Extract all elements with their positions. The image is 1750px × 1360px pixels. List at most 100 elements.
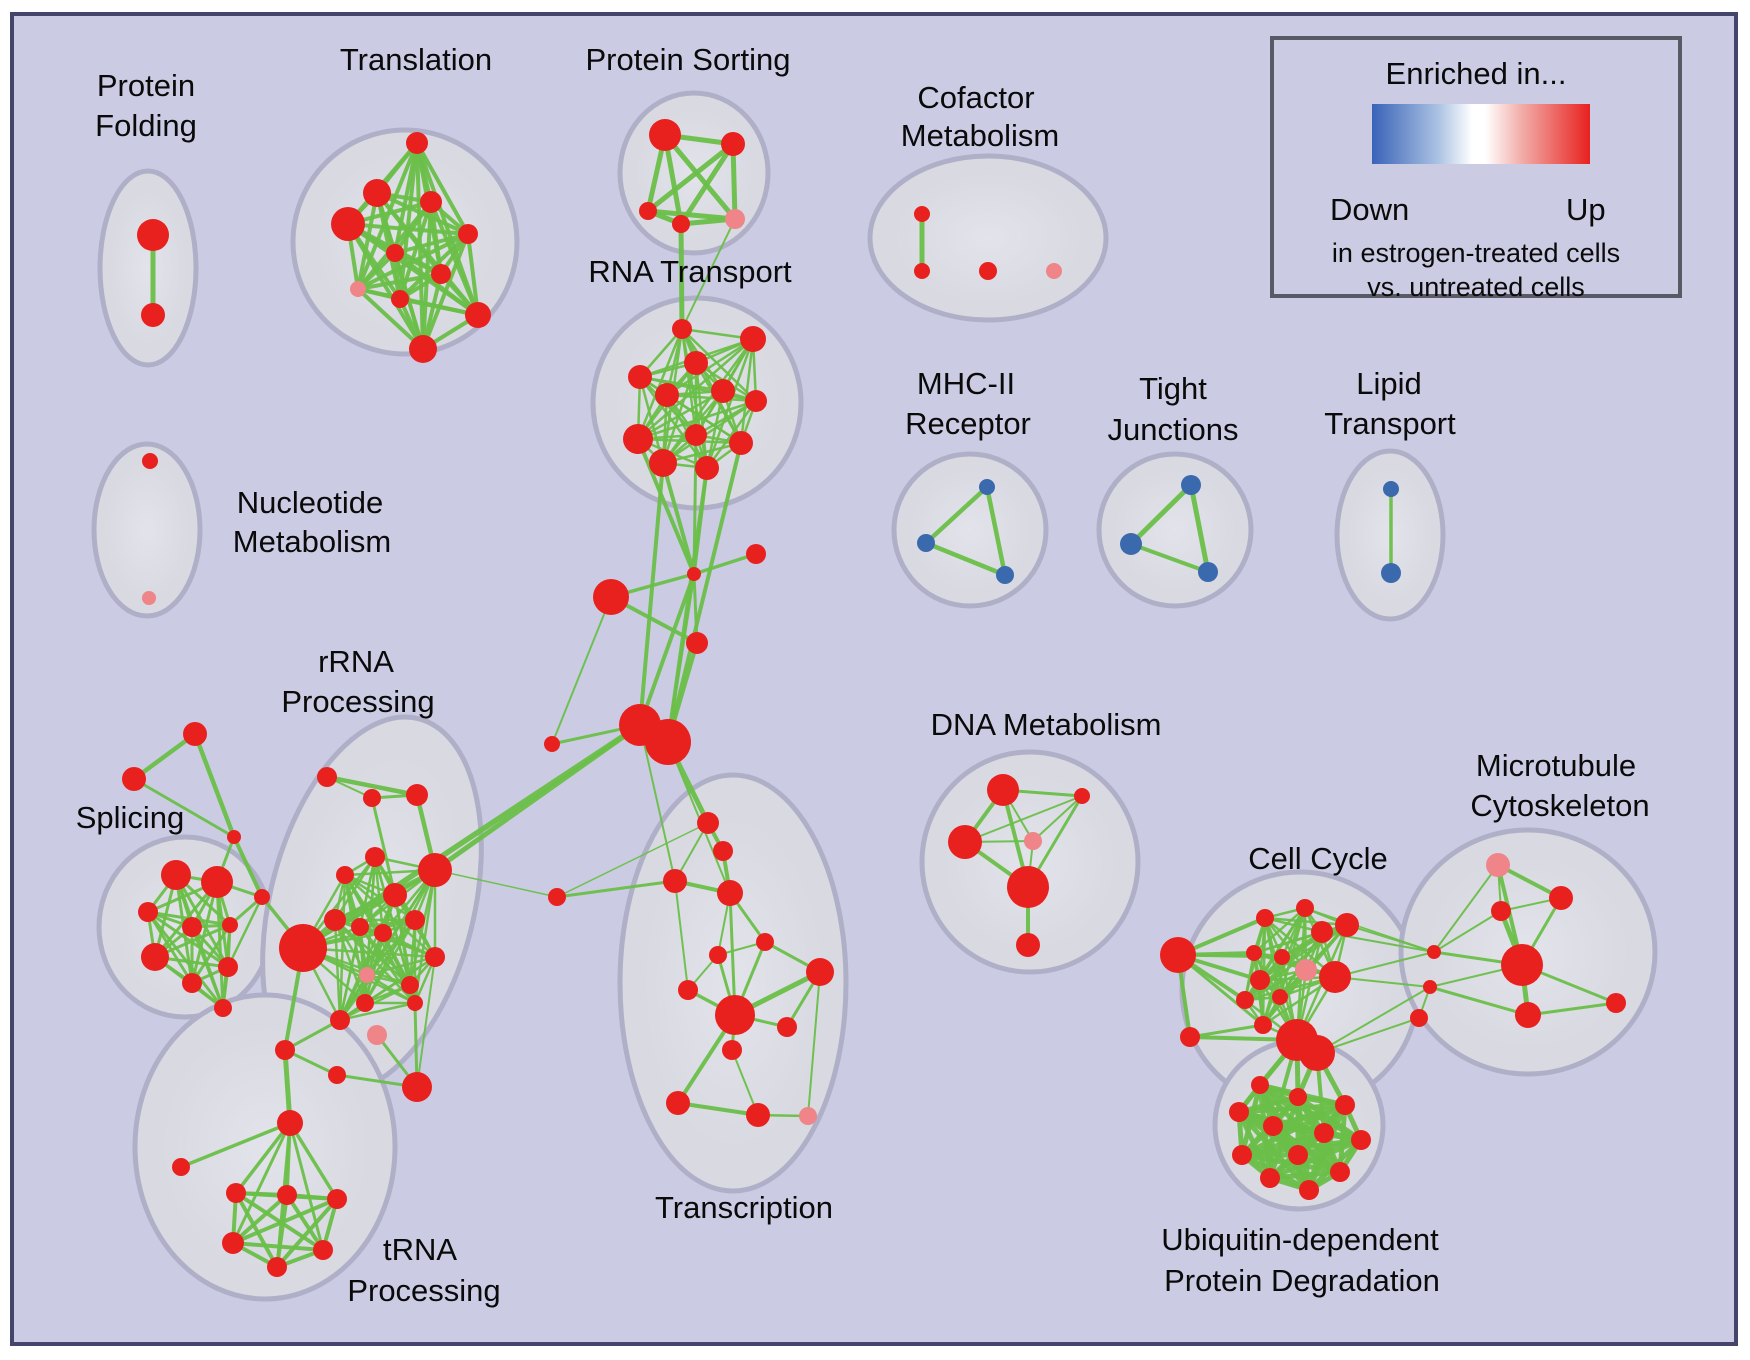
edge-rr12-rr16 bbox=[365, 973, 417, 1005]
node-spc bbox=[254, 889, 270, 905]
edge-sp3-sp8 bbox=[146, 910, 230, 969]
edge-t1-t8 bbox=[356, 141, 419, 291]
node-rr3 bbox=[406, 784, 428, 806]
edge-trh-th3 bbox=[288, 1121, 339, 1201]
cluster-label-protein-folding-line2: Folding bbox=[95, 108, 197, 143]
node-rrhub bbox=[279, 924, 327, 972]
node-th1 bbox=[226, 1183, 246, 1203]
node-sp1 bbox=[161, 860, 191, 890]
edge-rr11-rr17 bbox=[333, 918, 342, 1022]
node-cf3 bbox=[979, 262, 997, 280]
edge-rr11-rr15 bbox=[333, 918, 367, 1005]
node-t7 bbox=[431, 264, 451, 284]
cluster-ellipse-cofactor-metabolism bbox=[867, 153, 1109, 323]
node-cc_l bbox=[1160, 937, 1196, 973]
edge-cc_l-cc10 bbox=[1176, 953, 1265, 1027]
edge-ps5-rt1 bbox=[681, 218, 736, 330]
node-rr16 bbox=[407, 995, 423, 1011]
node-rt6 bbox=[711, 379, 735, 403]
node-txhub bbox=[715, 995, 755, 1035]
node-rt8 bbox=[623, 424, 653, 454]
edge-sp5-sp7 bbox=[190, 923, 232, 985]
node-lp2 bbox=[1381, 563, 1401, 583]
edge-tri1-tri3 bbox=[192, 731, 237, 840]
node-c6 bbox=[548, 888, 566, 906]
node-ps1 bbox=[649, 119, 681, 151]
edge-th2-th5 bbox=[285, 1193, 325, 1252]
node-ch2 bbox=[328, 1066, 346, 1084]
edge-rr10-rr17 bbox=[338, 918, 417, 1022]
edge-ps4-rt1 bbox=[678, 221, 685, 332]
cluster-labels: Protein Folding Translation Protein Sorting… bbox=[76, 42, 1650, 1308]
edge-rt2-rt12 bbox=[705, 337, 755, 470]
node-sp9 bbox=[214, 999, 232, 1017]
node-c1 bbox=[687, 567, 701, 581]
node-ccp bbox=[1295, 959, 1317, 981]
node-cc1 bbox=[1256, 909, 1274, 927]
node-ub1 bbox=[1251, 1076, 1269, 1094]
node-th5 bbox=[313, 1240, 333, 1260]
cluster-label-cell-cycle-line1: Cell Cycle bbox=[1248, 841, 1388, 876]
node-tx11 bbox=[666, 1091, 690, 1115]
node-th3 bbox=[327, 1189, 347, 1209]
edge-rr1-rr3 bbox=[324, 774, 420, 798]
cluster-label-cofactor-metabolism-line2: Metabolism bbox=[901, 118, 1060, 153]
node-chp bbox=[367, 1025, 387, 1045]
edge-ps2-ps4 bbox=[678, 141, 736, 227]
edge-th2-th4 bbox=[231, 1193, 289, 1245]
node-cc11 bbox=[1319, 961, 1351, 993]
node-dn6 bbox=[1016, 933, 1040, 957]
node-cc6 bbox=[1335, 913, 1359, 937]
edge-t5-t10 bbox=[466, 232, 480, 317]
cluster-label-transcription-line1: Transcription bbox=[655, 1190, 833, 1225]
node-tj1 bbox=[1181, 475, 1201, 495]
node-tx6 bbox=[709, 946, 727, 964]
edge-c1-hub1 bbox=[638, 572, 696, 727]
cluster-label-trna-processing-line2: Processing bbox=[347, 1273, 500, 1308]
edge-rt1-rt12 bbox=[680, 327, 709, 470]
node-cc5 bbox=[1311, 921, 1333, 943]
node-dn4 bbox=[1024, 832, 1042, 850]
edge-cc_b-cc10 bbox=[1188, 1023, 1265, 1039]
edge-t8-t11 bbox=[356, 287, 425, 351]
node-mt4 bbox=[1515, 1002, 1541, 1028]
cluster-label-rrna-processing-line2: Processing bbox=[281, 684, 434, 719]
node-cc2 bbox=[1296, 899, 1314, 917]
edge-tx11-tx12 bbox=[676, 1101, 760, 1117]
node-lp1 bbox=[1383, 481, 1399, 497]
node-tri_iso bbox=[172, 1158, 190, 1176]
edge-trh-tri_iso bbox=[179, 1121, 292, 1169]
edge-rr16-rr17 bbox=[338, 1001, 417, 1022]
edge-t7-t8 bbox=[356, 272, 443, 291]
legend-box: Enriched in... Down Up in estrogen-treat… bbox=[1270, 36, 1682, 302]
legend-color-gradient-bar bbox=[1372, 104, 1590, 164]
cluster-label-mhc-ii-receptor-line1: MHC-II bbox=[917, 366, 1015, 401]
node-rr7 bbox=[383, 883, 407, 907]
node-mc3 bbox=[1410, 1009, 1428, 1027]
node-dn5 bbox=[1007, 866, 1049, 908]
node-ub7 bbox=[1351, 1130, 1371, 1150]
node-ch3 bbox=[402, 1072, 432, 1102]
cluster-label-lipid-transport-line2: Transport bbox=[1324, 406, 1456, 441]
cluster-ellipse-mhc-ii-receptor bbox=[891, 451, 1049, 609]
node-c4 bbox=[686, 632, 708, 654]
cluster-label-rna-transport-line1: RNA Transport bbox=[588, 254, 792, 289]
cluster-label-translation-line1: Translation bbox=[340, 42, 492, 77]
edge-hub1-tx3 bbox=[639, 724, 676, 882]
edge-cc4-cc6 bbox=[1280, 923, 1349, 959]
node-ub2 bbox=[1289, 1088, 1307, 1106]
node-hub2 bbox=[645, 719, 691, 765]
legend-up-label: Up bbox=[1566, 192, 1606, 227]
edge-ps2-ps5 bbox=[730, 141, 738, 222]
edge-t4-t5 bbox=[346, 222, 470, 236]
node-cc7 bbox=[1250, 970, 1270, 990]
edge-rt8-c1 bbox=[636, 437, 696, 576]
node-rr6 bbox=[336, 866, 354, 884]
cluster-label-mhc-ii-receptor-line2: Receptor bbox=[905, 406, 1031, 441]
node-c5 bbox=[544, 736, 560, 752]
cluster-label-trna-processing-line1: tRNA bbox=[383, 1232, 457, 1267]
edge-t2-t8 bbox=[356, 191, 379, 291]
node-ps5 bbox=[725, 209, 745, 229]
edge-rt2-rt10 bbox=[739, 337, 755, 445]
